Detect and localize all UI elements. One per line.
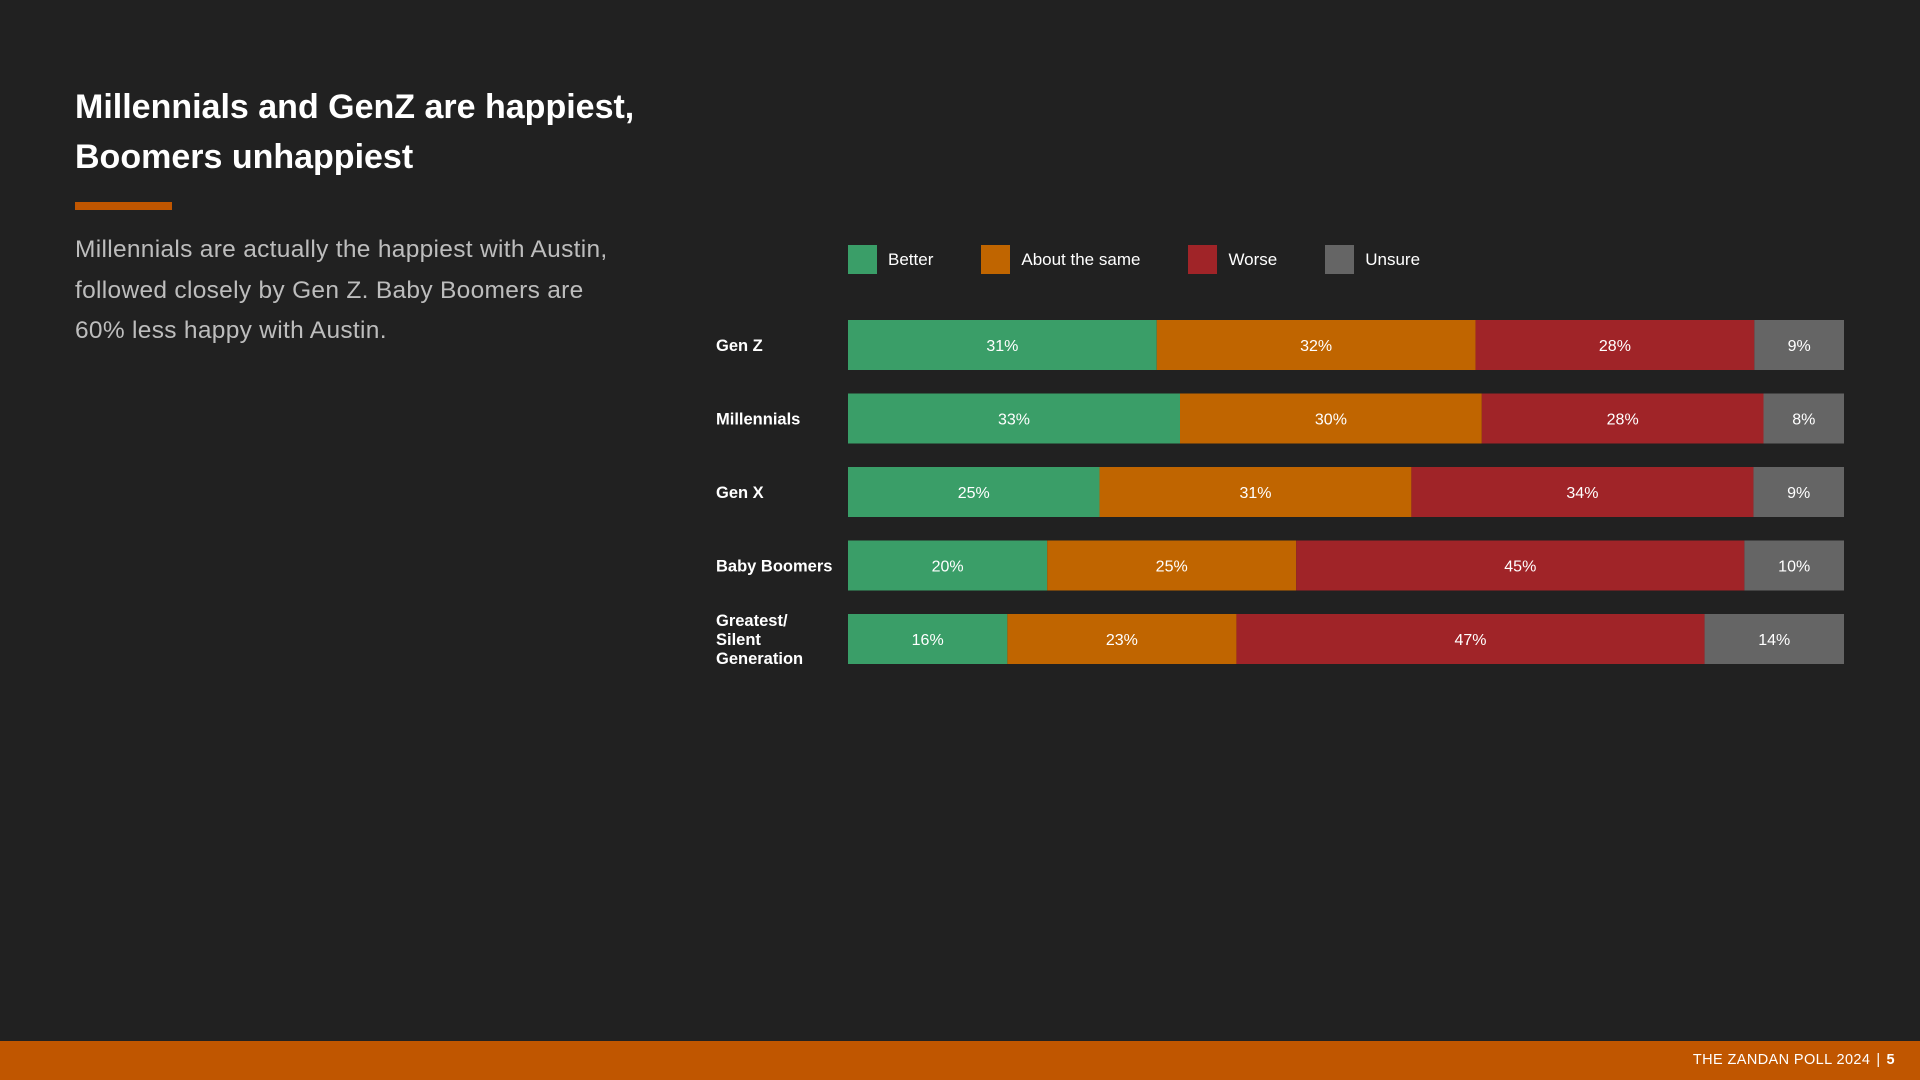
data-label: 8% (1792, 412, 1815, 429)
bar-segment (1753, 467, 1844, 517)
legend-swatch (981, 245, 1011, 274)
bar-segment (1156, 320, 1476, 370)
data-label: 14% (1758, 632, 1790, 649)
page-number: 5 (1886, 1052, 1895, 1068)
category-label: Gen Z (716, 337, 763, 355)
bar-segment (848, 467, 1100, 517)
bar-segment (1411, 467, 1754, 517)
bar-segment (848, 614, 1008, 664)
data-label: 32% (1300, 338, 1332, 355)
legend-swatch (1325, 245, 1355, 274)
data-label: 31% (986, 338, 1018, 355)
data-label: 25% (958, 485, 990, 502)
bar-segment (1236, 614, 1705, 664)
data-label: 33% (998, 412, 1030, 429)
data-label: 25% (1156, 559, 1188, 576)
category-label: Gen X (716, 484, 764, 502)
legend-item: Worse (1188, 245, 1277, 274)
bar-segment (1763, 393, 1844, 444)
legend-label: Better (888, 249, 934, 269)
category-label: Baby Boomers (716, 558, 832, 576)
legend-item: About the same (981, 245, 1140, 274)
footer-separator: | (1876, 1052, 1881, 1068)
slide-body-text: Millennials are actually the happiest wi… (75, 236, 608, 344)
bar-segment (1099, 467, 1412, 517)
bar-segment (1047, 540, 1297, 591)
data-label: 28% (1599, 338, 1631, 355)
bar-segment (848, 393, 1180, 444)
bar-segment (1180, 393, 1482, 444)
footer-text: THE ZANDAN POLL 2024 | 5 (1693, 1041, 1895, 1080)
legend-swatch (848, 245, 877, 274)
slide-title: Millennials and GenZ are happiest, Boome… (75, 88, 635, 176)
legend-swatch (1188, 245, 1218, 274)
legend-label: Worse (1228, 249, 1278, 269)
data-label: 45% (1504, 559, 1536, 576)
data-label: 31% (1239, 485, 1271, 502)
legend-item: Unsure (1325, 245, 1420, 274)
chart-legend: Better About the same Worse Unsure (848, 245, 1468, 274)
legend-label: About the same (1021, 249, 1141, 269)
bar-segment (1754, 320, 1844, 370)
data-label: 28% (1607, 412, 1639, 429)
bar-segment (848, 540, 1048, 591)
data-label: 9% (1788, 338, 1811, 355)
data-label: 9% (1787, 485, 1810, 502)
bar-segment (1481, 393, 1764, 444)
category-label: Millennials (716, 411, 800, 429)
legend-item: Better (848, 245, 933, 274)
data-label: 10% (1778, 559, 1810, 576)
bar-segment (1296, 540, 1745, 591)
category-label: Greatest/Silent Generation (716, 612, 803, 668)
legend-label: Unsure (1365, 249, 1421, 269)
data-label: 30% (1315, 412, 1347, 429)
bar-segment (848, 320, 1157, 370)
bar-segment (1704, 614, 1844, 664)
title-accent-rule (75, 202, 172, 210)
data-label: 16% (912, 632, 944, 649)
data-label: 47% (1454, 632, 1486, 649)
data-label: 20% (932, 559, 964, 576)
data-label: 34% (1566, 485, 1598, 502)
bar-segment (1475, 320, 1755, 370)
bar-segment (1007, 614, 1237, 664)
footer-bar: THE ZANDAN POLL 2024 | 5 (0, 1041, 1920, 1080)
data-label: 23% (1106, 632, 1138, 649)
bar-segment (1744, 540, 1844, 591)
footer-source: THE ZANDAN POLL 2024 (1692, 1052, 1871, 1068)
